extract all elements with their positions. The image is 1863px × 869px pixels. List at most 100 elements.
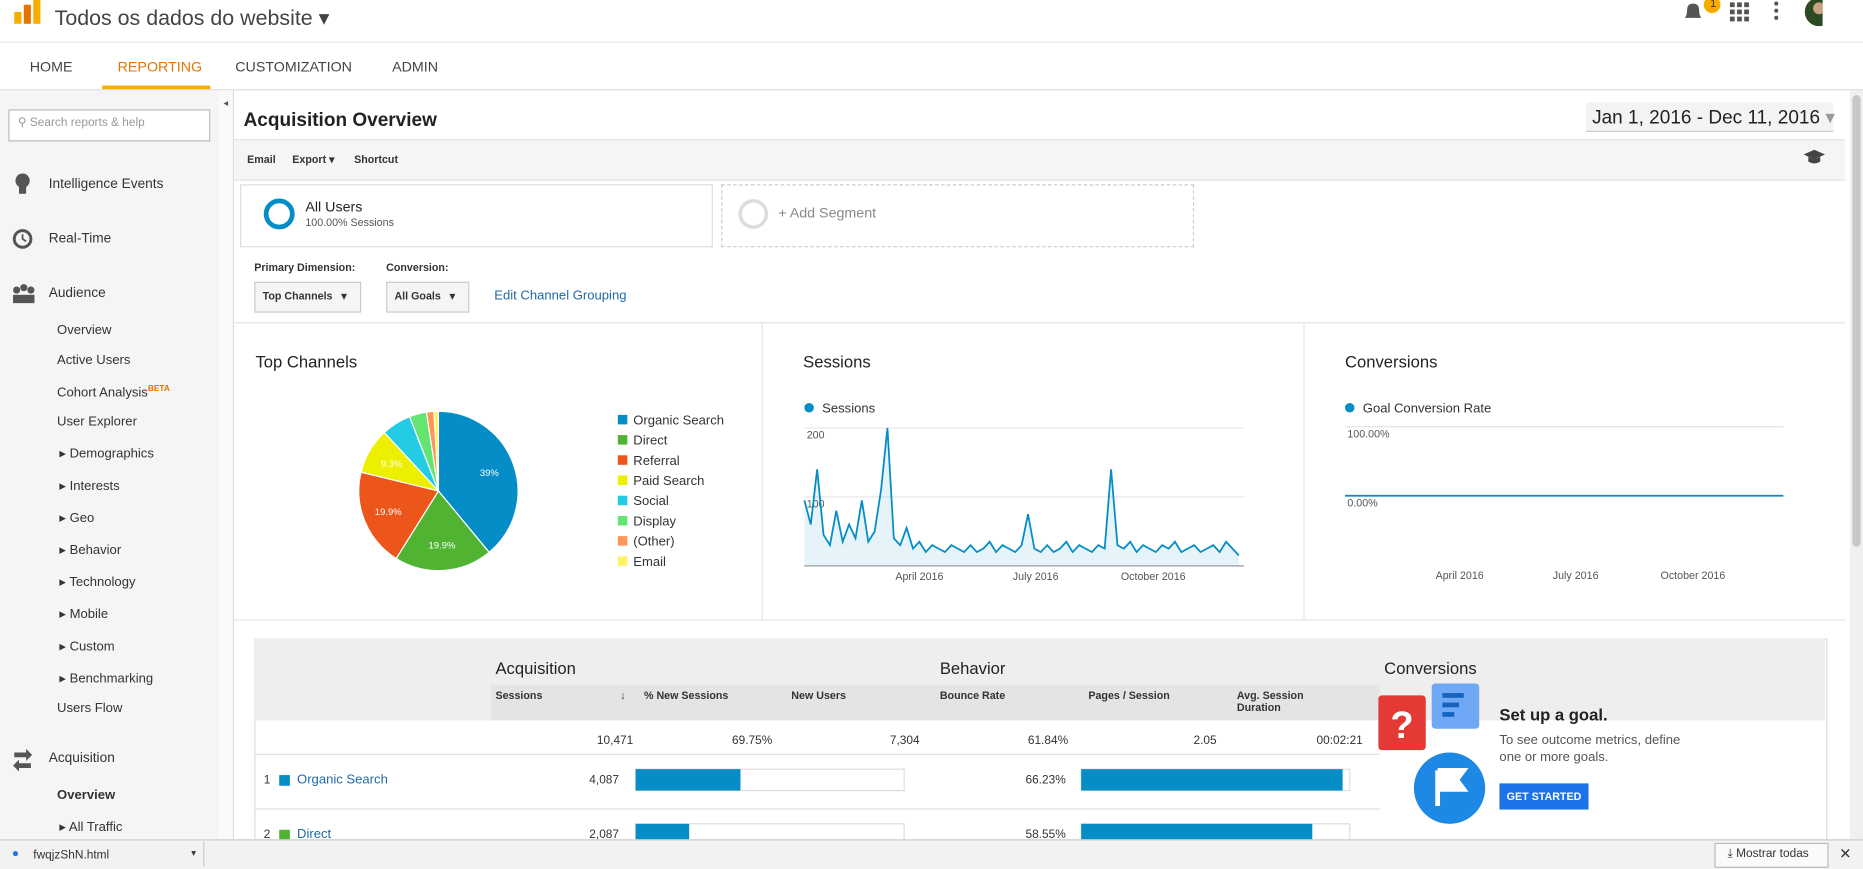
sidebar-item-text: Geo (69, 511, 95, 526)
divider (234, 619, 1846, 621)
get-started-button[interactable]: GET STARTED (1499, 783, 1589, 810)
nav-tab[interactable]: HOME (29, 58, 73, 75)
group-header: Behavior (939, 658, 1006, 678)
row-swatch (279, 829, 290, 841)
x-tick-label: April 2016 (895, 571, 943, 583)
row-name[interactable]: Organic Search (297, 772, 388, 787)
dimension-label: Primary Dimension: (254, 261, 356, 274)
sidebar-item[interactable]: Overview (57, 323, 112, 338)
scrollbar-thumb[interactable] (1852, 95, 1861, 547)
slice-label: 9.3% (381, 459, 403, 470)
column-header[interactable]: % New Sessions (643, 689, 729, 702)
sidebar-item[interactable]: ▸ Interests (59, 479, 120, 494)
legend-swatch (617, 536, 628, 546)
legend-label: Paid Search (633, 473, 704, 488)
divider (761, 322, 763, 620)
x-tick-label: July 2016 (1553, 570, 1599, 582)
legend-swatch (617, 495, 628, 506)
row-cell: 2,087 (589, 828, 620, 842)
top-icons[interactable] (1728, 0, 1823, 29)
add-segment[interactable] (721, 184, 1195, 248)
total-cell: 7,304 (889, 734, 920, 748)
notification-count: 1 (1710, 0, 1717, 10)
y-tick-label: 0.00% (1347, 497, 1378, 509)
nav-underline (102, 85, 211, 90)
show-all-button[interactable] (1714, 842, 1829, 868)
sidebar-item[interactable]: Active Users (57, 353, 131, 368)
nav-border (0, 89, 1863, 91)
toolbar-button[interactable]: Export ▾ (292, 153, 335, 166)
sidebar-item[interactable]: ▸ All Traffic (59, 820, 123, 835)
segment-detail: 100.00% Sessions (305, 216, 394, 229)
sidebar-item-text: Custom (69, 639, 115, 654)
date-picker[interactable] (1586, 102, 1834, 132)
sidebar-item[interactable]: Acquisition (48, 751, 115, 766)
sidebar-collapse[interactable]: ◂ (218, 90, 235, 840)
toolbar-button[interactable]: Shortcut (354, 153, 399, 166)
column-header[interactable]: New Users (791, 689, 846, 702)
column-header[interactable]: Avg. Session Duration (1236, 689, 1304, 714)
total-cell: 00:02:21 (1316, 734, 1363, 748)
sidebar-item[interactable]: Users Flow (57, 701, 123, 716)
pie-slice (437, 410, 519, 554)
sidebar-item[interactable]: Intelligence Events (48, 177, 164, 192)
legend-swatch (617, 455, 628, 465)
dimension-text: Top Channels (262, 290, 333, 302)
nav-tab[interactable]: CUSTOMIZATION (235, 58, 352, 75)
sidebar-item[interactable]: Cohort AnalysisBETA (57, 380, 170, 402)
sidebar-item-text: All Traffic (68, 820, 123, 835)
column-header[interactable]: Pages / Session (1088, 689, 1170, 702)
download-bar (0, 839, 1863, 869)
sidebar-item[interactable]: Real-Time (48, 231, 112, 247)
sidebar-item-active[interactable]: Overview (57, 788, 116, 803)
column-header[interactable]: Sessions (495, 689, 543, 702)
sidebar-item[interactable]: ▸ Geo (59, 511, 95, 526)
dimension-value: Top Channels ▾ (262, 290, 347, 302)
sidebar-item[interactable]: ▸ Technology (59, 575, 136, 590)
conversion-value: All Goals ▾ (394, 290, 456, 302)
bounce-bar (1081, 769, 1343, 791)
toolbar-text: Export (292, 153, 327, 166)
chart-title: Top Channels (255, 351, 358, 371)
download-item[interactable] (0, 841, 205, 867)
row-border (254, 753, 1380, 755)
nav-tab[interactable]: ADMIN (392, 58, 439, 75)
row-name[interactable]: Direct (297, 827, 332, 842)
education-icon[interactable] (1802, 149, 1826, 166)
legend-marker (804, 402, 814, 413)
series-line (803, 427, 1240, 557)
sidebar-item[interactable]: ▸ Behavior (59, 543, 122, 558)
close-download-bar[interactable]: ✕ (1839, 845, 1852, 862)
dimension-select[interactable] (254, 281, 362, 313)
sidebar-item[interactable]: ▸ Custom (59, 639, 115, 654)
download-menu[interactable]: ▾ (191, 847, 197, 859)
sidebar-item[interactable]: Audience (48, 286, 106, 301)
column-header-band (490, 684, 1380, 721)
total-cell: 61.84% (1027, 734, 1069, 748)
conversion-select[interactable] (386, 281, 470, 313)
sidebar-item[interactable]: User Explorer (57, 414, 137, 430)
sidebar-item[interactable]: ▸ Demographics (59, 446, 154, 462)
sidebar-item[interactable]: ▸ Benchmarking (59, 671, 154, 686)
edit-channel-link[interactable]: Edit Channel Grouping (494, 288, 627, 304)
property-selector[interactable]: Todos os dados do website ▾ (54, 5, 330, 30)
legend-marker (1344, 402, 1355, 413)
legend-label: Goal Conversion Rate (1363, 401, 1491, 416)
x-tick-label: October 2016 (1661, 570, 1726, 582)
toolbar (234, 139, 1846, 181)
sidebar-item[interactable]: ▸ Mobile (59, 607, 109, 622)
divider (234, 322, 1846, 324)
notifications[interactable] (1681, 0, 1729, 26)
goal-illustration: ? (1378, 683, 1486, 824)
row-rank: 2 (263, 828, 271, 842)
chart-title: Conversions (1344, 351, 1438, 371)
slice-label: 19.9% (375, 507, 402, 518)
pie-slice (358, 471, 440, 560)
search-box[interactable] (8, 109, 211, 142)
segment-card[interactable] (240, 184, 713, 248)
toolbar-button[interactable]: Email (247, 153, 276, 166)
column-header[interactable]: Bounce Rate (939, 689, 1006, 702)
nav-tab-active[interactable]: REPORTING (117, 58, 203, 75)
